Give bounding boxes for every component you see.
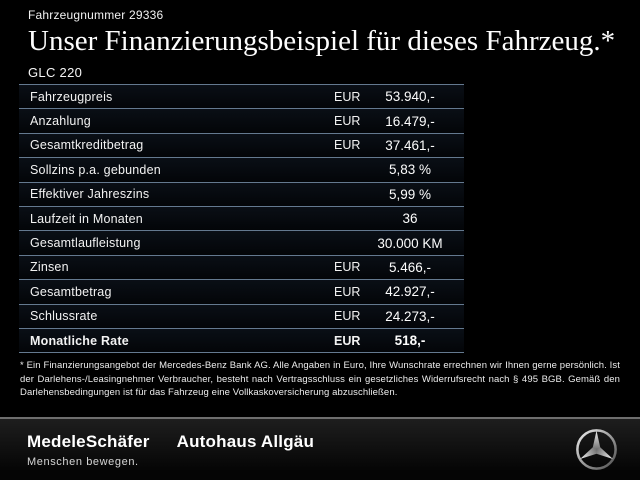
row-value: 36 [402, 211, 418, 227]
row-currency: EUR [334, 284, 361, 299]
table-row: Zinsen EUR 5.466,- [19, 254, 464, 280]
row-label: Anzahlung [30, 114, 91, 129]
row-value: 37.461,- [385, 137, 435, 153]
row-label: Gesamtkreditbetrag [30, 138, 144, 153]
row-value: 42.927,- [385, 284, 435, 300]
page-title: Unser Finanzierungsbeispiel für dieses F… [28, 25, 616, 57]
dealer-logos: MedeleSchäfer Autohaus Allgäu [27, 432, 314, 452]
row-value: 518,- [394, 333, 426, 349]
dealer-logo: MedeleSchäfer [27, 431, 150, 451]
table-row: Monatliche Rate EUR 518,- [19, 327, 464, 353]
table-row: Schlussrate EUR 24.273,- [19, 303, 464, 328]
row-label: Sollzins p.a. gebunden [30, 162, 161, 177]
mercedes-star-icon [574, 427, 619, 472]
legal-footnote: * Ein Finanzierungsangebot der Mercedes-… [20, 360, 620, 399]
row-value: 16.479,- [385, 113, 435, 129]
row-value: 5,99 % [388, 186, 432, 202]
table-row: Sollzins p.a. gebunden 5,83 % [19, 157, 464, 182]
vehicle-model: GLC 220 [28, 65, 83, 80]
row-value: 53.940,- [385, 89, 435, 105]
row-value: 24.273,- [385, 308, 435, 324]
financing-table: Fahrzeugpreis EUR 53.940,- Anzahlung EUR… [19, 84, 464, 354]
row-label: Gesamtlaufleistung [30, 236, 141, 251]
row-label: Effektiver Jahreszins [30, 187, 150, 202]
row-label: Fahrzeugpreis [30, 89, 113, 104]
row-label: Gesamtbetrag [30, 284, 112, 299]
dealer-tagline: Menschen bewegen. [27, 455, 139, 468]
table-row: Gesamtkreditbetrag EUR 37.461,- [19, 132, 464, 158]
dealer-block: MedeleSchäfer Autohaus Allgäu Menschen b… [27, 432, 314, 468]
header: Fahrzeugnummer 29336 Unser Finanzierungs… [28, 8, 628, 80]
row-value: 30.000 KM [377, 235, 443, 251]
table-row: Anzahlung EUR 16.479,- [19, 108, 464, 133]
row-currency: EUR [334, 333, 361, 348]
dealer-name: Autohaus Allgäu [176, 431, 315, 451]
row-currency: EUR [334, 260, 361, 275]
row-label: Monatliche Rate [30, 333, 129, 348]
table-row: Gesamtlaufleistung 30.000 KM [19, 230, 464, 255]
row-label: Schlussrate [30, 309, 98, 324]
vehicle-number: Fahrzeugnummer 29336 [28, 8, 164, 22]
table-row: Laufzeit in Monaten 36 [19, 205, 464, 231]
row-label: Laufzeit in Monaten [30, 211, 143, 226]
row-currency: EUR [334, 114, 361, 129]
row-value: 5,83 % [388, 162, 432, 178]
footer-bar: MedeleSchäfer Autohaus Allgäu Menschen b… [0, 417, 640, 480]
row-value: 5.466,- [388, 259, 432, 275]
row-currency: EUR [334, 309, 361, 324]
table-row: Gesamtbetrag EUR 42.927,- [19, 279, 464, 304]
table-row: Effektiver Jahreszins 5,99 % [19, 181, 464, 206]
row-currency: EUR [334, 89, 361, 104]
row-label: Zinsen [30, 260, 69, 275]
table-row: Fahrzeugpreis EUR 53.940,- [19, 84, 464, 109]
row-currency: EUR [334, 138, 361, 153]
